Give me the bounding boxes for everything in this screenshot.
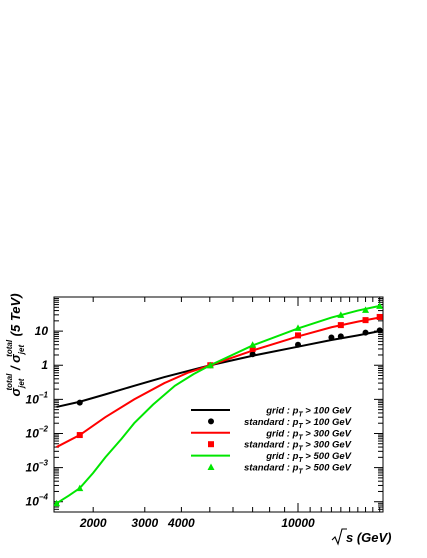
data-point [337, 311, 345, 318]
legend-label: grid : pT > 300 GeV [265, 428, 351, 441]
legend-entry-3: standard : pT > 300 GeV [208, 440, 352, 453]
y-axis-title: σjettotal / σjettotal (5 TeV) [5, 293, 26, 396]
x-axis-title: s (GeV) [331, 528, 392, 546]
data-point [362, 317, 369, 324]
y-tick-label: 1 [41, 358, 48, 372]
series-line [56, 316, 380, 448]
series-line [56, 304, 380, 505]
legend-label: standard : pT > 100 GeV [244, 417, 352, 430]
y-tick-label: 10−4 [26, 493, 49, 509]
series-2 [56, 316, 380, 448]
legend-entry-2: grid : pT > 300 GeV [191, 428, 352, 441]
x-tick-label: 2000 [79, 516, 107, 530]
legend-entry-1: standard : pT > 100 GeV [208, 417, 352, 430]
legend-entry-0: grid : pT > 100 GeV [191, 406, 352, 419]
data-point [376, 302, 383, 309]
y-tick-label: 10 [35, 324, 49, 338]
data-point [376, 313, 383, 320]
data-point [328, 334, 335, 341]
data-point [295, 341, 302, 348]
x-tick-label: 4000 [167, 516, 195, 530]
data-point [76, 399, 83, 406]
data-point [206, 361, 214, 369]
data-point [76, 432, 83, 439]
data-point [295, 332, 302, 339]
data-point [249, 345, 256, 352]
data-point [76, 484, 84, 492]
legend-marker-swatch [208, 418, 214, 425]
legend-entry-5: standard : pT > 500 GeV [207, 463, 352, 476]
y-tick-label: 10−2 [26, 424, 49, 440]
series-4 [56, 304, 380, 505]
series-0 [56, 330, 380, 408]
x-axis-title-text: s (GeV) [346, 530, 392, 545]
data-point [337, 333, 344, 340]
y-tick-label: 10−3 [26, 459, 49, 475]
data-point [294, 324, 302, 331]
data-point [337, 322, 344, 329]
legend-label: standard : pT > 300 GeV [244, 440, 352, 453]
plot-frame [53, 296, 384, 513]
x-tick-label: 3000 [131, 516, 158, 530]
legend-marker-swatch [207, 463, 215, 470]
data-point [249, 341, 257, 348]
series-5 [54, 302, 383, 507]
legend-label: grid : pT > 100 GeV [265, 406, 351, 419]
x-tick-label: 10000 [281, 516, 315, 530]
legend-label: standard : pT > 500 GeV [244, 463, 352, 476]
sqrt-sign [331, 528, 347, 546]
data-point [362, 306, 370, 313]
series-line [56, 330, 380, 408]
data-point [376, 327, 383, 334]
y-tick-label: 10−1 [26, 390, 49, 406]
legend-label: grid : pT > 500 GeV [265, 451, 351, 464]
legend-marker-swatch [208, 441, 214, 448]
data-point [54, 499, 61, 507]
legend-entry-4: grid : pT > 500 GeV [191, 451, 352, 464]
data-point [249, 351, 256, 358]
data-point [362, 329, 369, 336]
y-axis-title-text: σjettotal / σjettotal (5 TeV) [5, 293, 26, 396]
